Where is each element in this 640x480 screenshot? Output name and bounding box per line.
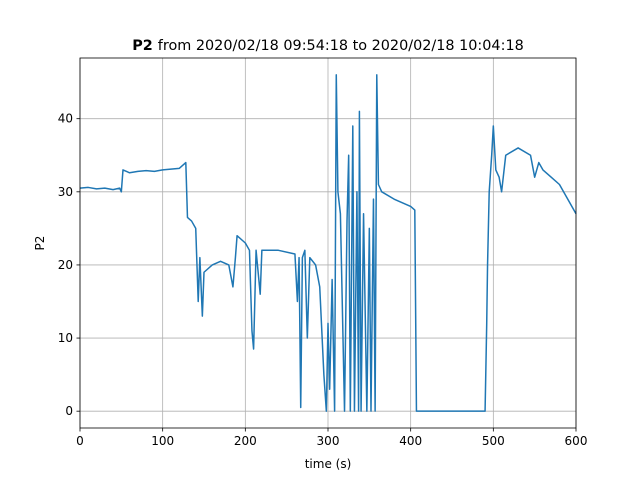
y-tick-label: 0 (65, 404, 73, 418)
y-tick-label: 20 (58, 258, 73, 272)
plot-frame (79, 57, 577, 429)
chart-title: P2 from 2020/02/18 09:54:18 to 2020/02/18… (132, 38, 524, 54)
y-tick-label: 30 (58, 185, 73, 199)
x-tick-label: 200 (234, 434, 257, 448)
data-line (79, 74, 577, 412)
title-rest: from 2020/02/18 09:54:18 to 2020/02/18 1… (158, 38, 524, 54)
y-tick-label: 10 (58, 331, 73, 345)
title-bold: P2 (132, 38, 153, 54)
x-tick-label: 600 (565, 434, 588, 448)
y-axis-label: P2 (33, 236, 47, 251)
x-tick-label: 300 (317, 434, 340, 448)
x-axis-label: time (s) (305, 457, 352, 471)
x-tick-label: 0 (76, 434, 84, 448)
y-tick-label: 40 (58, 112, 73, 126)
x-tick-label: 400 (399, 434, 422, 448)
x-tick-label: 500 (482, 434, 505, 448)
x-tick-label: 100 (151, 434, 174, 448)
